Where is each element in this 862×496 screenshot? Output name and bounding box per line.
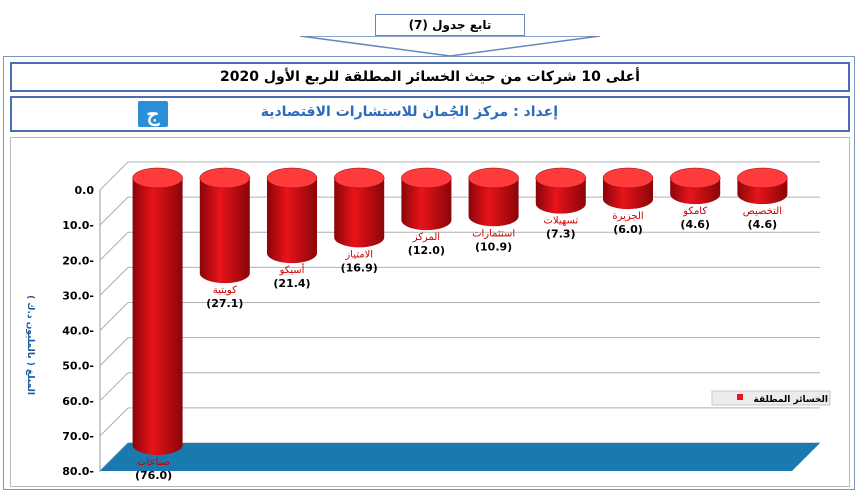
y-tick-label: 10.0-: [62, 219, 94, 232]
gridline-diag: [99, 407, 129, 437]
down-arrow-icon: [300, 36, 600, 56]
chart-title: أعلى 10 شركات من حيث الخسائر المطلقة للر…: [10, 62, 850, 92]
data-label: (7.3): [546, 228, 576, 241]
banner-text: تابع جدول (7): [408, 18, 492, 32]
gridline-diag: [99, 196, 129, 226]
data-label: (21.4): [273, 277, 310, 290]
gridline-diag: [99, 267, 129, 296]
y-tick-label: 60.0-: [62, 395, 94, 408]
category-label: أسيكو: [279, 263, 305, 276]
logo-letter: ج: [146, 102, 160, 126]
data-label: (12.0): [408, 244, 445, 257]
y-tick-label: 50.0-: [62, 360, 94, 373]
bar-top: [535, 167, 587, 189]
data-label: (76.0): [135, 469, 172, 482]
data-label: (10.9): [475, 240, 512, 253]
data-label: (4.6): [680, 218, 710, 231]
bar-top: [669, 167, 721, 189]
y-tick-label: 20.0-: [62, 254, 94, 267]
y-tick-label: 80.0-: [62, 465, 94, 478]
y-tick-label: 30.0-: [62, 289, 94, 302]
bar: [401, 178, 452, 231]
axis-wall: [99, 190, 129, 473]
category-label: الجزيرة: [612, 211, 643, 222]
chart-area: [10, 137, 850, 487]
legend-swatch: [737, 394, 743, 400]
legend-label: الخسائر المطلقة: [754, 395, 828, 405]
category-label: استثمارات: [472, 228, 515, 239]
data-label: (6.0): [613, 223, 643, 236]
category-label: الامتياز: [344, 249, 373, 260]
bar-top: [333, 167, 385, 189]
bar-top: [602, 167, 654, 189]
bar-top: [401, 167, 452, 189]
data-label: (27.1): [206, 297, 243, 310]
bar-top: [199, 167, 251, 189]
bar: [334, 178, 385, 248]
bar-top: [266, 167, 318, 189]
y-tick-label: 70.0-: [62, 430, 94, 443]
source-text: إعداد : مركز الجُمان للاستشارات الاقتصاد…: [260, 104, 558, 120]
aljuman-logo-icon: ج: [138, 101, 168, 127]
source-bar: ج إعداد : مركز الجُمان للاستشارات الاقتص…: [10, 96, 850, 132]
chart-floor: [100, 443, 820, 471]
gridline-diag: [99, 372, 129, 402]
category-label: كويتية: [213, 285, 237, 296]
y-axis-label: المبلغ ( بالمليون د.ك ): [25, 295, 35, 395]
category-label: صناعات: [137, 457, 170, 468]
bar-top: [132, 167, 183, 189]
gridline-diag: [99, 302, 129, 331]
category-label: كامكو: [682, 206, 707, 217]
bar: [267, 178, 317, 264]
category-label: المركز: [412, 232, 440, 243]
gridline-diag: [99, 161, 129, 191]
bar-top: [737, 167, 788, 189]
category-label: التخصيص: [743, 206, 782, 217]
data-label: (16.9): [341, 261, 378, 274]
category-label: تسهيلات: [543, 216, 578, 227]
bar: [132, 178, 183, 455]
data-label: (4.6): [748, 218, 778, 231]
y-tick-label: 40.0-: [62, 325, 94, 338]
gridline-diag: [99, 337, 129, 366]
bar: [468, 178, 519, 227]
chart-title-text: أعلى 10 شركات من حيث الخسائر المطلقة للر…: [220, 69, 640, 85]
y-tick-label: 0.0: [75, 184, 95, 197]
bar: [199, 178, 250, 284]
outer-frame: [3, 56, 855, 490]
gridline-diag: [99, 231, 129, 261]
bar-top: [468, 167, 519, 189]
